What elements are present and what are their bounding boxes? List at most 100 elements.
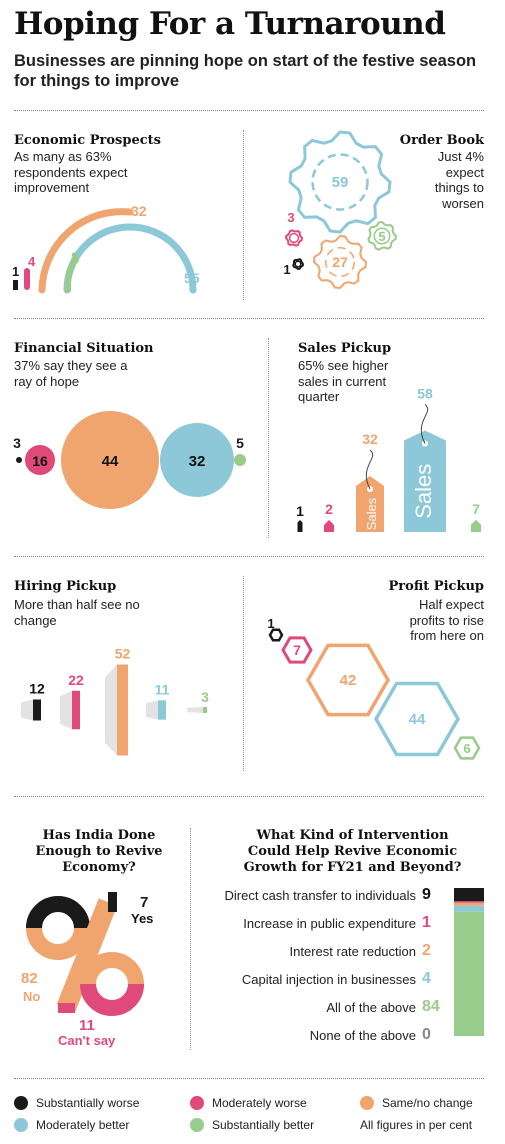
intervention-label: None of the above xyxy=(309,1028,416,1043)
order-mark-0 xyxy=(292,258,305,271)
divider xyxy=(14,556,484,557)
legend-label: Moderately better xyxy=(36,1118,130,1132)
order-title: Order Book xyxy=(399,133,484,148)
hire-shadow-0 xyxy=(21,699,33,721)
intervention-row: Direct cash transfer to individuals 9 xyxy=(200,886,444,908)
sales-tag-string-3 xyxy=(420,404,429,444)
legend-item: Moderately worse xyxy=(190,1096,307,1110)
divider xyxy=(14,1078,484,1079)
india-label-cant: 11 xyxy=(79,1017,95,1034)
intervention-value: 84 xyxy=(422,998,440,1015)
econ-mark-2 xyxy=(38,208,134,294)
intervention-label: All of the above xyxy=(326,1000,416,1015)
profit-hexagon-chart: 1 7 42 44 6 xyxy=(267,616,481,760)
intervention-value: 0 xyxy=(422,1026,431,1043)
column-divider xyxy=(190,828,191,1050)
hire-bar-2 xyxy=(117,664,128,756)
econ-mark-0 xyxy=(13,280,18,290)
sales-tag-0 xyxy=(297,520,303,532)
intervention-label: Interest rate reduction xyxy=(289,944,416,959)
profit-label-0: 1 xyxy=(267,616,274,631)
econ-mark-4 xyxy=(64,257,79,293)
india-label-cant-text: Can't say xyxy=(58,1033,116,1048)
economic-arc-chart: 14 32 55 8 xyxy=(12,203,200,294)
hiring-bar-chart: 12 22 52 11 3 xyxy=(21,646,209,756)
fin-bubble-2 xyxy=(61,411,159,509)
intervention-segment-1 xyxy=(454,901,484,903)
order-label-0: 1 xyxy=(283,262,290,277)
order-mark-1-inner xyxy=(288,232,300,244)
hiring-subtitle: More than half see no change xyxy=(14,597,140,628)
sales-tag-4 xyxy=(471,519,481,532)
column-divider xyxy=(243,130,244,300)
intervention-label: Capital injection in businesses xyxy=(241,972,416,987)
column-divider xyxy=(268,338,269,538)
order-label-2: 27 xyxy=(332,254,348,270)
econ-label-0: 1 xyxy=(12,264,19,279)
hiring-title: Hiring Pickup xyxy=(14,579,117,594)
economic-title: Economic Prospects xyxy=(14,133,161,148)
order-label-4: 5 xyxy=(378,229,385,244)
hire-shadow-1 xyxy=(60,690,72,730)
sales-tag-chart: 1 2 Sales 32 Sales 58 7 xyxy=(296,386,481,532)
sales-label-1: 2 xyxy=(325,501,333,517)
order-mark-3-inner xyxy=(311,153,369,211)
legend-swatch xyxy=(190,1118,204,1132)
legend-item: Substantially better xyxy=(190,1118,314,1132)
fin-bubble-1 xyxy=(25,445,55,475)
fin-label-2: 44 xyxy=(102,453,119,470)
order-mark-4 xyxy=(367,220,398,251)
profit-hex-3 xyxy=(373,681,461,757)
india-title: Has India Done Enough to Revive Economy? xyxy=(35,828,163,875)
hire-bar-4 xyxy=(203,707,207,713)
intervention-row: All of the above 84 xyxy=(200,998,444,1020)
intervention-segment-4 xyxy=(454,911,484,1036)
fin-label-4: 5 xyxy=(236,435,244,451)
legend-label: Same/no change xyxy=(382,1096,473,1110)
profit-hex-2 xyxy=(305,643,391,717)
intervention-stacked-bar xyxy=(454,888,484,1036)
order-subtitle: Just 4% expect things to worsen xyxy=(434,149,484,211)
profit-label-2: 42 xyxy=(340,672,357,689)
sales-tag-string-2 xyxy=(365,449,374,490)
india-label-no-text: No xyxy=(23,989,40,1004)
hire-label-4: 3 xyxy=(201,689,209,705)
sales-tag-text-3: Sales xyxy=(411,464,436,519)
fin-label-0: 3 xyxy=(13,435,21,451)
intervention-segment-3 xyxy=(454,905,484,912)
fin-label-3: 32 xyxy=(189,453,206,470)
legend-item: Substantially worse xyxy=(14,1096,139,1110)
legend-label: Substantially worse xyxy=(36,1096,140,1110)
fin-label-1: 16 xyxy=(32,453,48,469)
india-slash xyxy=(56,898,118,1012)
profit-hex-1 xyxy=(281,636,313,664)
intervention-value: 1 xyxy=(422,914,431,931)
financial-title: Financial Situation xyxy=(14,341,154,356)
intervention-row: Increase in public expenditure 1 xyxy=(200,914,444,936)
sales-label-2: 32 xyxy=(362,431,378,447)
divider xyxy=(14,318,484,319)
intervention-value: 4 xyxy=(422,970,431,987)
hire-shadow-2 xyxy=(105,664,117,756)
hire-label-3: 11 xyxy=(155,681,170,697)
hire-bar-1 xyxy=(72,690,80,730)
intervention-value: 9 xyxy=(422,886,431,903)
india-label-yes-text: Yes xyxy=(131,911,153,926)
india-mark-yes xyxy=(26,896,90,929)
order-gear-chart: 59 27 5 3 1 xyxy=(283,130,398,290)
column-divider xyxy=(243,576,244,771)
intervention-title: What Kind of Intervention Could Help Rev… xyxy=(243,828,462,875)
legend-item: Moderately better xyxy=(14,1118,129,1132)
india-mark-cant xyxy=(80,983,144,1016)
sales-title: Sales Pickup xyxy=(298,341,392,356)
legend-swatch xyxy=(14,1096,28,1110)
fin-bubble-0 xyxy=(16,457,22,463)
hire-label-1: 22 xyxy=(68,672,84,688)
page-title: Hoping For a Turnaround xyxy=(14,6,446,42)
intervention-row: Capital injection in businesses 4 xyxy=(200,970,444,992)
order-label-3: 59 xyxy=(332,174,349,191)
financial-subtitle: 37% say they see a ray of hope xyxy=(14,358,128,389)
profit-label-4: 6 xyxy=(463,741,470,756)
intervention-segment-0 xyxy=(454,888,484,902)
